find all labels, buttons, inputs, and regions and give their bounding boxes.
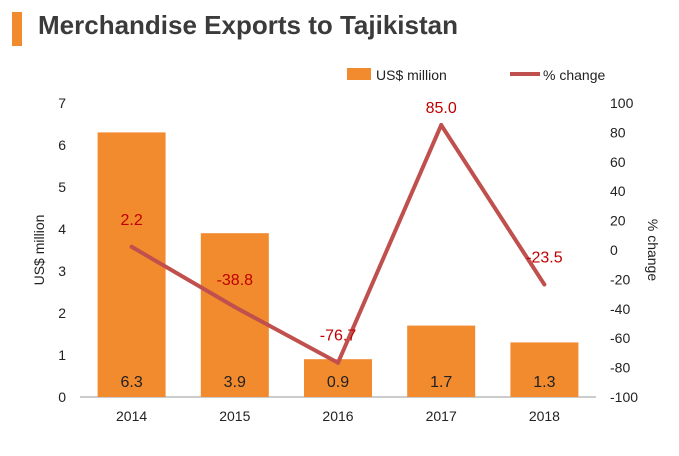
x-tick-label: 2016	[322, 408, 353, 424]
y2-tick-label: 40	[610, 183, 626, 199]
legend-label-bar: US$ million	[376, 67, 447, 83]
y-tick-label: 1	[58, 347, 66, 363]
bar	[510, 342, 579, 397]
y-tick-label: 0	[58, 389, 66, 405]
y2-tick-label: -80	[610, 360, 630, 376]
bar-value-label: 3.9	[224, 374, 246, 391]
bar	[97, 132, 166, 397]
bar	[200, 233, 269, 397]
y2-tick-label: 0	[610, 242, 618, 258]
y2-axis-title: % change	[645, 219, 661, 281]
y2-tick-label: 60	[610, 154, 626, 170]
bar	[304, 359, 372, 397]
y2-tick-label: -20	[610, 271, 630, 287]
y-tick-label: 7	[58, 95, 66, 111]
pct-value-label: 85.0	[426, 100, 457, 117]
bar-value-label: 1.7	[430, 374, 452, 391]
x-tick-label: 2014	[116, 408, 147, 424]
pct-value-label: -23.5	[526, 250, 563, 267]
x-tick-label: 2017	[426, 408, 457, 424]
legend-swatch-bar	[347, 68, 371, 80]
y2-tick-label: -100	[610, 389, 638, 405]
plot-area: 0 1 2 3 4 5 6 7 -100 -80 -60 -40 -20 0 20 40 60 80 100 6.3 2…	[58, 95, 638, 424]
line-point	[439, 123, 444, 128]
line-point	[129, 244, 134, 249]
title-accent-bar	[12, 12, 22, 46]
bar-value-label: 6.3	[120, 374, 142, 391]
y2-tick-label: 20	[610, 213, 626, 229]
bar-value-label: 0.9	[327, 374, 349, 391]
y-axis-title: US$ million	[31, 215, 47, 286]
y-tick-label: 4	[58, 221, 66, 237]
line-point	[232, 305, 237, 310]
line-point	[542, 282, 547, 287]
line-point	[336, 360, 340, 365]
bar	[407, 325, 476, 397]
y-tick-label: 6	[58, 137, 66, 153]
x-tick-label: 2015	[219, 408, 250, 424]
bar-value-label: 1.3	[533, 374, 555, 391]
pct-value-label: -76.7	[320, 328, 357, 345]
legend-label-line: % change	[543, 67, 605, 83]
y2-tick-label: 80	[610, 124, 626, 140]
chart-title: Merchandise Exports to Tajikistan	[38, 10, 458, 40]
pct-value-label: -38.8	[217, 272, 254, 289]
x-tick-label: 2018	[529, 408, 560, 424]
y-tick-label: 5	[58, 179, 66, 195]
y2-tick-label: -60	[610, 330, 630, 346]
y2-tick-label: -40	[610, 301, 630, 317]
legend: US$ million % change	[347, 67, 605, 83]
y-tick-label: 3	[58, 263, 66, 279]
y-tick-label: 2	[58, 305, 66, 321]
pct-value-label: 2.2	[120, 212, 142, 229]
y2-tick-label: 100	[610, 95, 634, 111]
